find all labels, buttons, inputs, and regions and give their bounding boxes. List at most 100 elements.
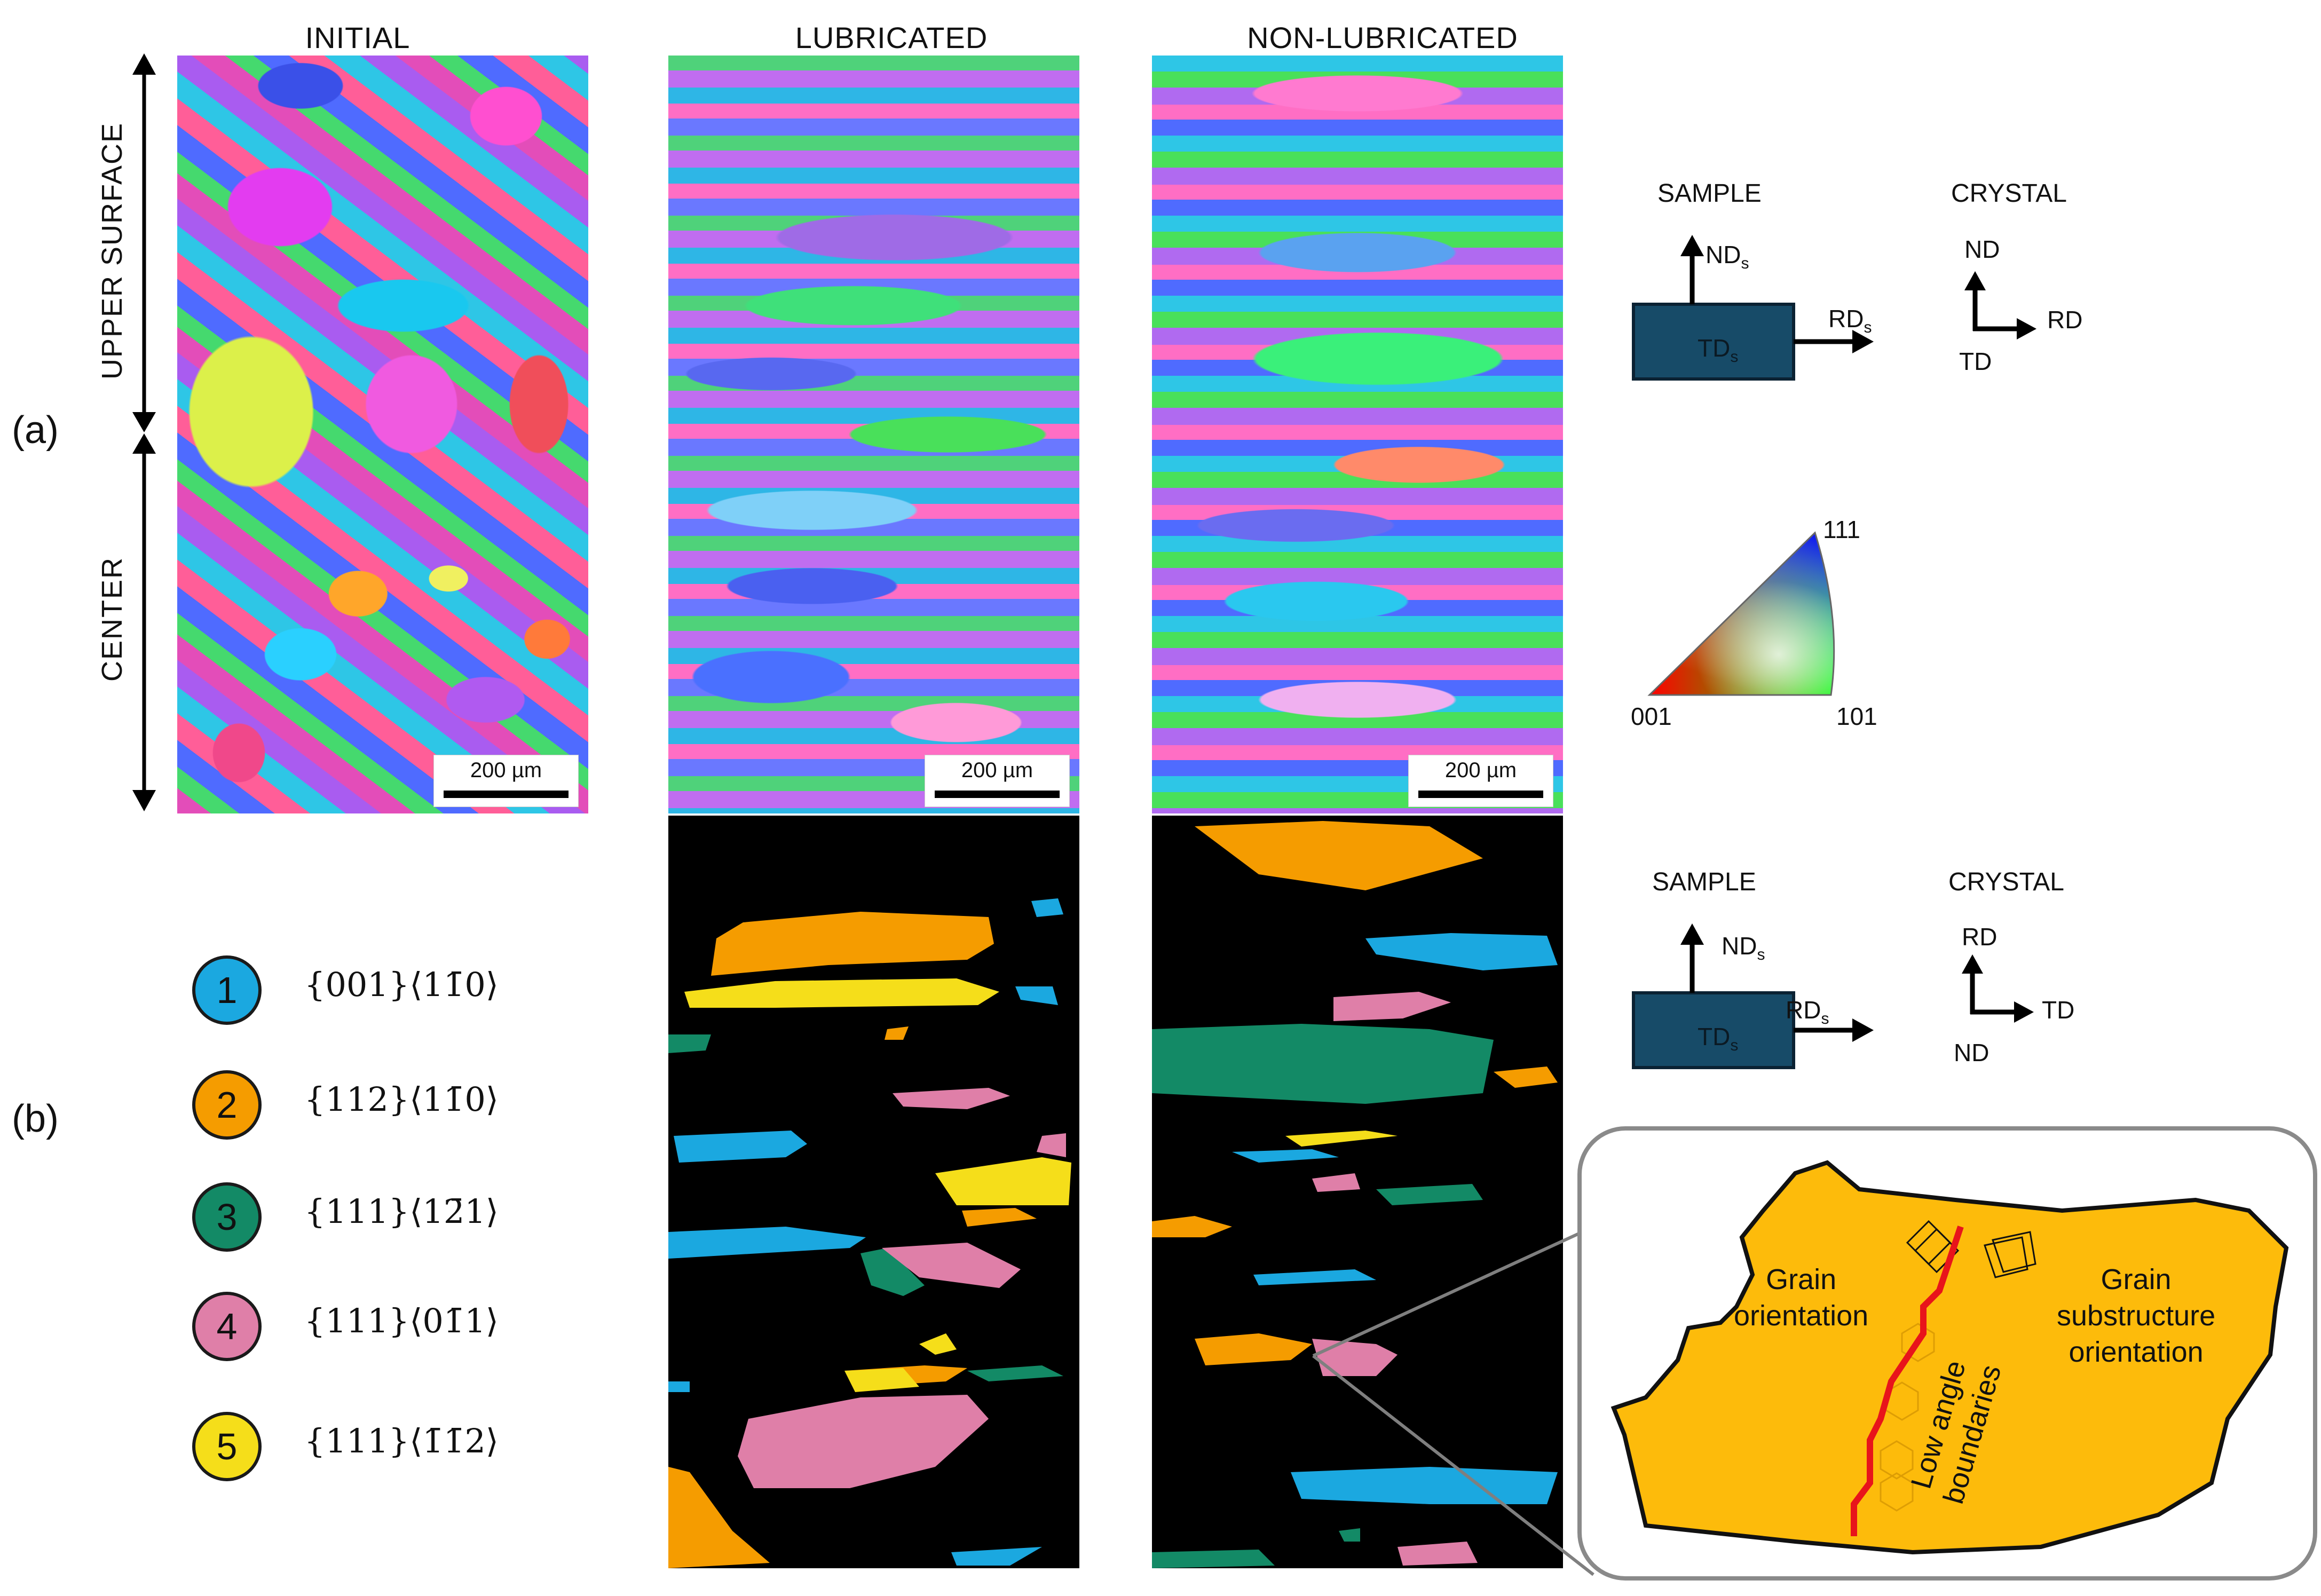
frame-b-crystal-nd: ND <box>1954 1039 1990 1066</box>
scale-bar-non-lubricated: 200 µm <box>1408 755 1553 807</box>
legend-item-3: 3 {111}⟨12̄1⟩ <box>192 1182 566 1252</box>
zoom-label-grain-orientation: Grain orientation <box>1734 1261 1868 1334</box>
frame-b-crystal-rd: RD <box>1962 923 1998 951</box>
legend-orientation-5: {111}⟨1̄1̄2⟩ <box>304 1421 499 1460</box>
grain-yellow <box>919 1333 957 1355</box>
grain-green <box>1152 1550 1275 1568</box>
axis-sub: s <box>1757 946 1765 964</box>
grain-cyan <box>1015 986 1058 1005</box>
legend-orientation-4: {111}⟨01̄1⟩ <box>304 1301 499 1340</box>
frame-a-crystal-nd: ND <box>1964 235 2000 263</box>
legend-orientation-3: {111}⟨12̄1⟩ <box>304 1192 499 1231</box>
legend-item-5: 5 {111}⟨1̄1̄2⟩ <box>192 1412 566 1481</box>
zoom-label-line: substructure <box>2057 1300 2216 1332</box>
grain-green <box>967 1365 1063 1381</box>
grain-pink <box>1312 1173 1360 1192</box>
axis-sub: s <box>1730 1037 1739 1055</box>
legend-badge-2: 2 <box>192 1070 262 1140</box>
grain-orange <box>1152 1216 1232 1237</box>
zoom-label-line: Grain <box>1766 1263 1837 1295</box>
frame-b-sample-nd: NDs <box>1722 931 1765 964</box>
legend-item-2: 2 {112}⟨11̄0⟩ <box>192 1070 566 1140</box>
ebsd-map-initial: 200 µm <box>177 56 588 813</box>
column-title-non-lubricated: NON-LUBRICATED <box>1247 21 1518 54</box>
grain-yellow <box>935 1157 1071 1205</box>
frame-a-sample-title: SAMPLE <box>1657 179 1762 208</box>
grain-yellow <box>1285 1131 1398 1147</box>
frame-a-crystal-axes <box>1964 271 2036 339</box>
grain-orange <box>962 1208 1037 1227</box>
legend-item-1: 1 {001}⟨11̄0⟩ <box>192 955 566 1025</box>
zoom-label-line: orientation <box>1734 1300 1869 1332</box>
frame-b-sample-rd: RDs <box>1786 995 1829 1028</box>
zoom-inset: Grain orientation Grain substructure ori… <box>1577 1126 2317 1581</box>
zoom-label-substructure-orientation: Grain substructure orientation <box>2057 1261 2215 1370</box>
ebsd-map-lubricated: 200 µm <box>668 56 1079 813</box>
axis-nd: ND <box>1706 241 1741 268</box>
panel-label-b: (b) <box>12 1097 59 1140</box>
axis-sub: s <box>1864 319 1872 337</box>
frame-a-sample-nd: NDs <box>1706 240 1749 273</box>
frame-a-crystal-title: CRYSTAL <box>1951 179 2067 208</box>
frame-a-sample-td: TDs <box>1698 334 1738 366</box>
legend-badge-4: 4 <box>192 1292 262 1361</box>
zoom-grain-drawing <box>1611 1160 2289 1555</box>
axis-sub: s <box>1730 348 1739 366</box>
scale-bar-line <box>1418 791 1543 798</box>
ipf-label-111: 111 <box>1823 516 1860 543</box>
frame-b-crystal-axes <box>1962 954 2034 1023</box>
thickness-arrows <box>132 53 156 811</box>
frame-b-sample-title: SAMPLE <box>1652 868 1756 896</box>
grain-green <box>1339 1528 1360 1542</box>
axis-rd: RD <box>1828 305 1864 333</box>
grain-orange <box>1195 1333 1312 1365</box>
ebsd-map-non-lubricated: 200 µm <box>1152 56 1563 813</box>
column-title-initial: INITIAL <box>305 21 410 54</box>
grain-pink <box>1398 1542 1478 1566</box>
orientation-mask-lubricated <box>668 816 1079 1568</box>
frame-a-sample-diagram <box>1632 235 1874 381</box>
grain-cyan <box>674 1131 807 1163</box>
grain-cyan <box>668 1227 866 1259</box>
grain-orange <box>1494 1066 1558 1088</box>
grain-cyan <box>951 1547 1042 1566</box>
ipf-label-101: 101 <box>1836 702 1877 730</box>
grain-pink <box>882 1243 1021 1288</box>
scale-bar-lubricated: 200 µm <box>925 755 1070 807</box>
ipf-color-key <box>1647 531 1835 696</box>
grain-orange <box>668 1467 770 1568</box>
legend-badge-3: 3 <box>192 1182 262 1252</box>
scale-bar-label: 200 µm <box>1444 759 1517 782</box>
zoom-label-line: orientation <box>2069 1336 2204 1368</box>
frame-b-crystal-td: TD <box>2042 996 2075 1024</box>
ipf-label-001: 001 <box>1631 702 1672 730</box>
grain-green <box>1152 1024 1494 1104</box>
legend-item-4: 4 {111}⟨01̄1⟩ <box>192 1292 566 1361</box>
grain-cyan <box>1253 1269 1376 1285</box>
grain-green <box>668 1034 711 1053</box>
scale-bar-line <box>935 791 1060 798</box>
axis-sub: s <box>1821 1010 1829 1028</box>
scale-bar-label: 200 µm <box>470 759 542 782</box>
grain-orange <box>711 912 994 976</box>
panel-label-a: (a) <box>12 409 59 452</box>
frame-a-crystal-td: TD <box>1959 347 1992 375</box>
frame-b-sample-diagram <box>1632 923 1874 1069</box>
grain-pink <box>1037 1133 1066 1157</box>
grain-green <box>1376 1184 1483 1205</box>
axis-td: TD <box>1698 334 1731 362</box>
legend-orientation-2: {112}⟨11̄0⟩ <box>304 1080 499 1119</box>
legend-badge-5: 5 <box>192 1412 262 1481</box>
scale-bar-label: 200 µm <box>961 759 1033 782</box>
grain-cyan <box>668 1381 690 1392</box>
scale-bar-line <box>444 791 569 798</box>
frame-a-crystal-rd: RD <box>2047 306 2083 334</box>
frame-b-sample-td: TDs <box>1698 1022 1738 1055</box>
grain-green <box>860 1248 925 1296</box>
mask-grains-lubricated <box>668 898 1071 1568</box>
column-title-lubricated: LUBRICATED <box>795 21 988 54</box>
zoom-label-line: Grain <box>2101 1263 2172 1295</box>
grain-orange <box>1195 821 1483 890</box>
grain-pink <box>738 1395 989 1488</box>
